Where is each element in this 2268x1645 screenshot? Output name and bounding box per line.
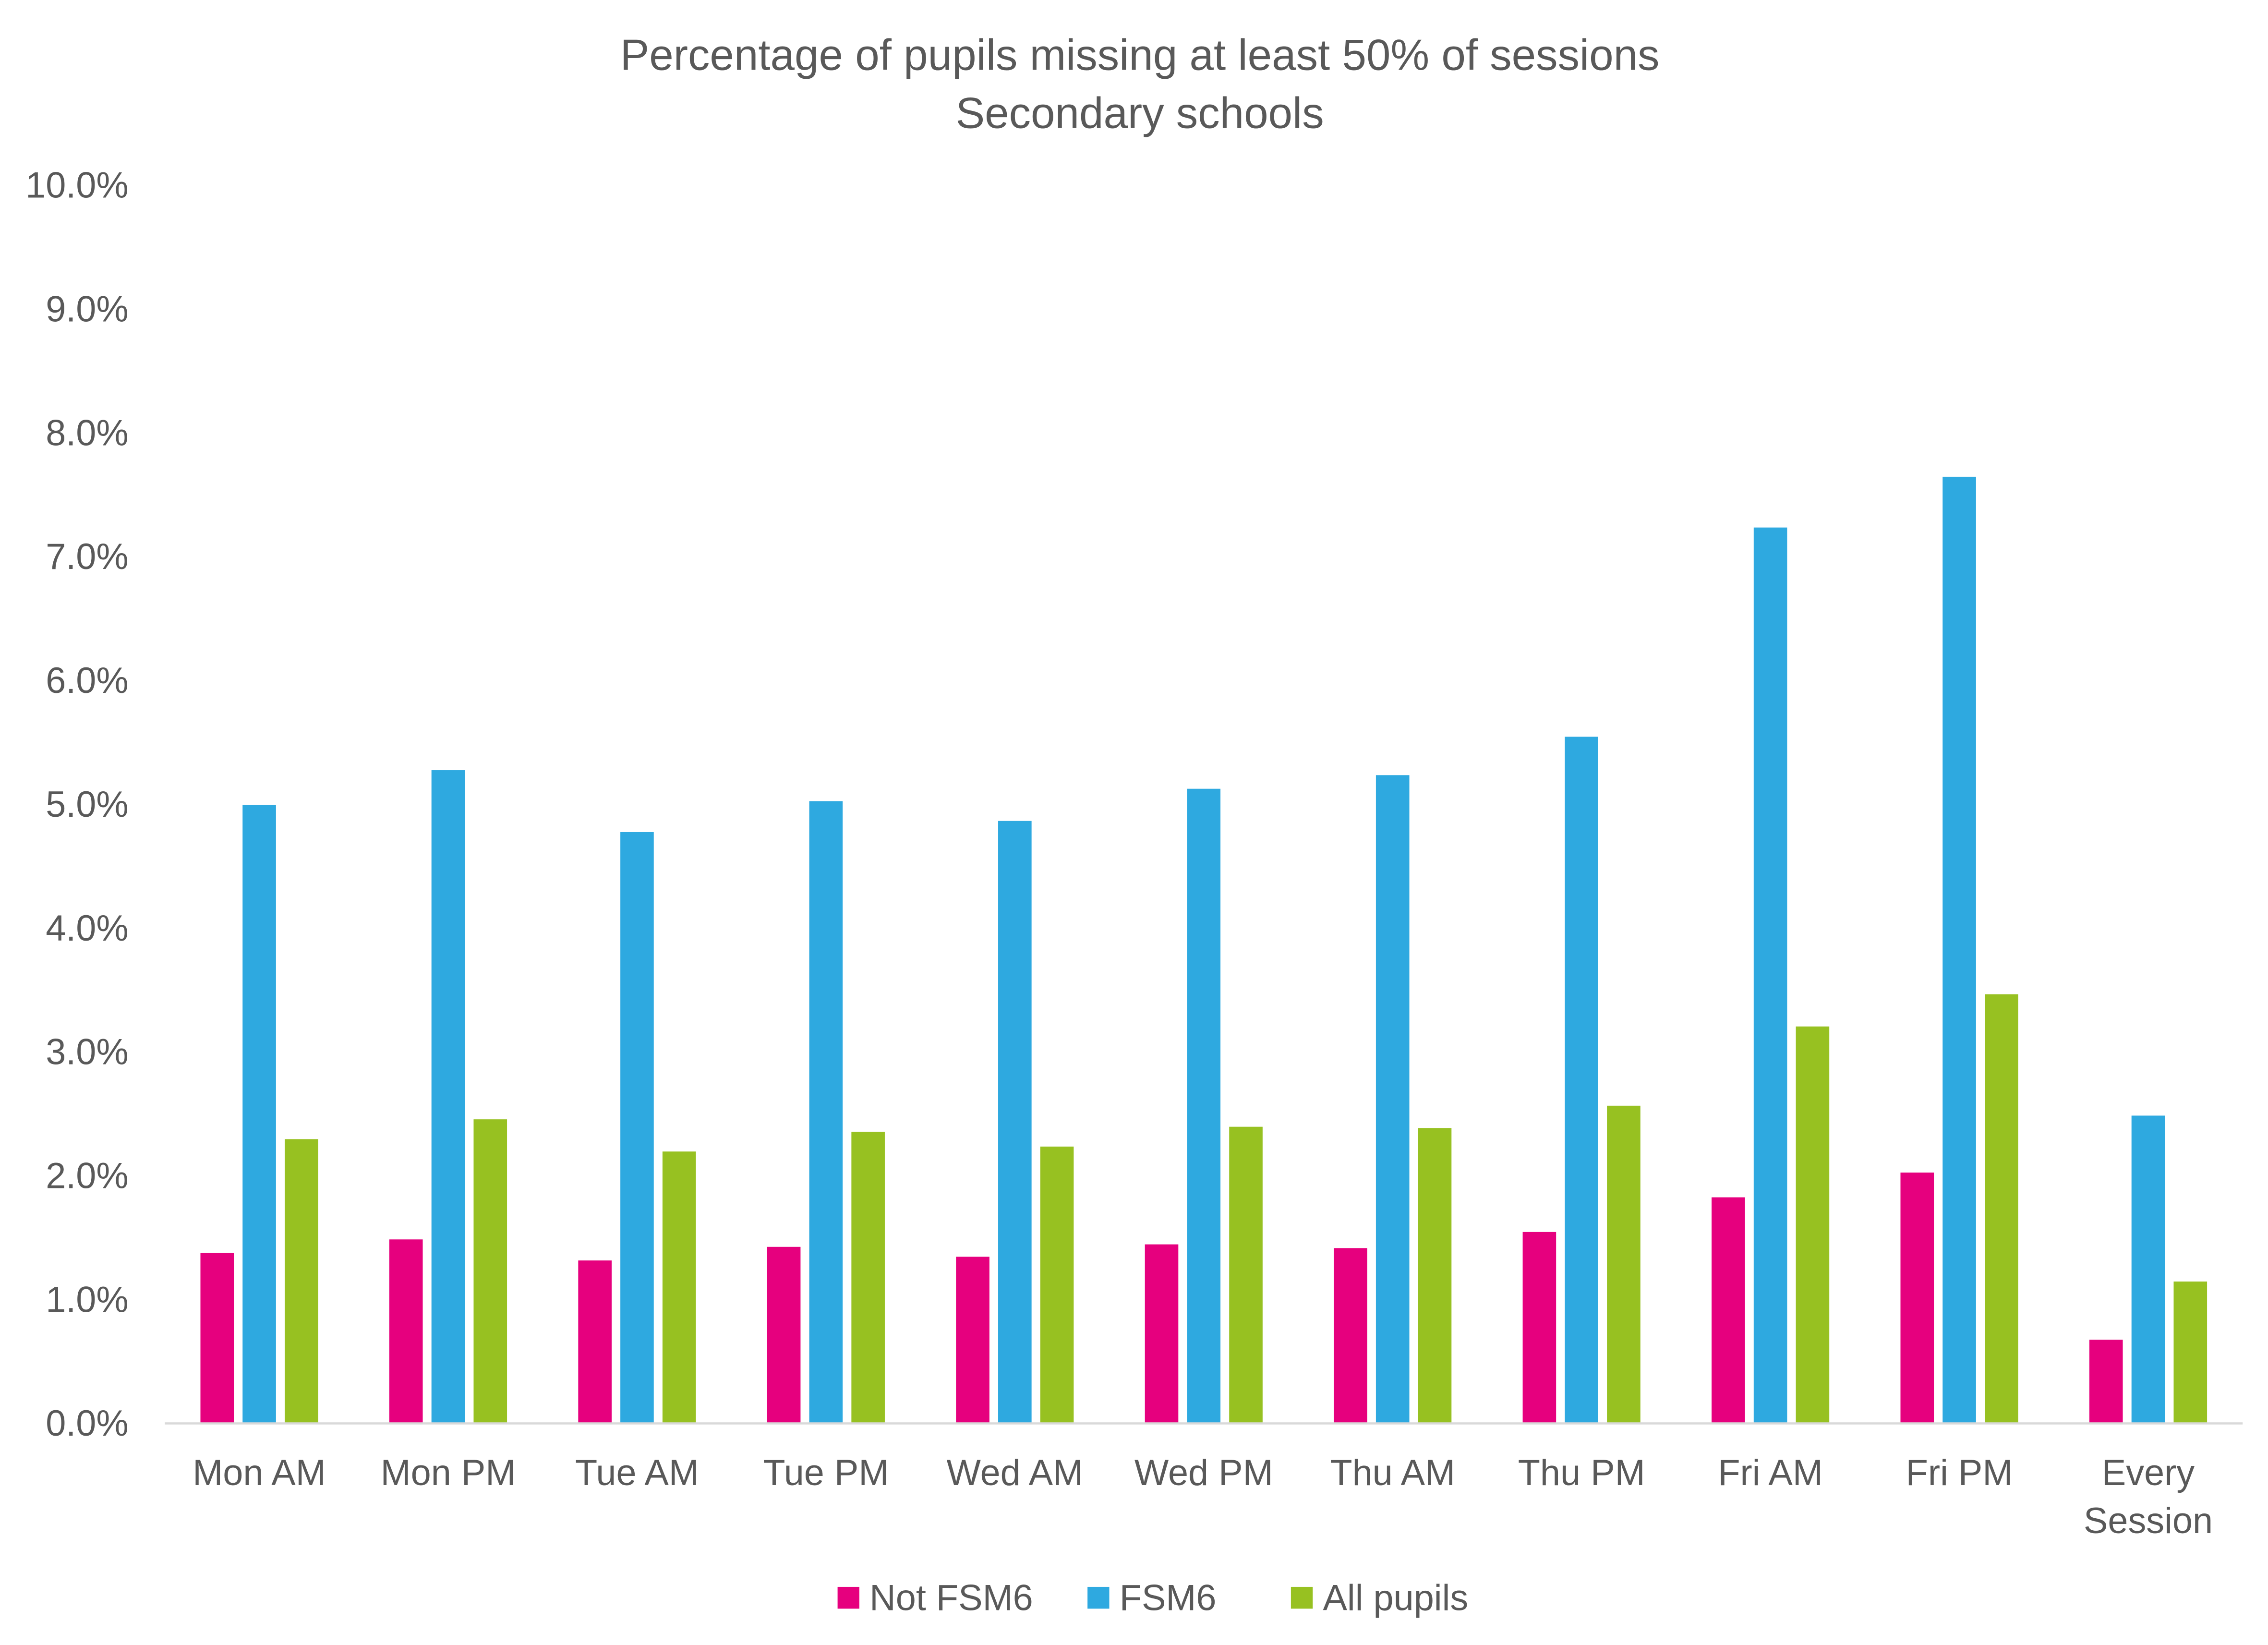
bar-fsm6 (809, 801, 843, 1423)
y-tick-label: 5.0% (46, 785, 128, 825)
bar-not-fsm6 (1522, 1232, 1556, 1423)
x-tick-label: Tue AM (575, 1453, 699, 1493)
bar-all-pupils (2173, 1281, 2208, 1423)
y-tick-label: 1.0% (46, 1280, 128, 1320)
y-tick-label: 4.0% (46, 908, 128, 949)
bar-not-fsm6 (200, 1253, 234, 1423)
y-tick-label: 8.0% (46, 413, 128, 453)
bar-fsm6 (431, 770, 465, 1423)
bar-all-pupils (662, 1151, 696, 1423)
bar-not-fsm6 (389, 1239, 423, 1423)
x-tick-label: Wed PM (1134, 1453, 1273, 1493)
y-tick-label: 6.0% (46, 661, 128, 701)
bar-all-pupils (1985, 994, 2018, 1423)
bar-all-pupils (285, 1139, 318, 1423)
x-tick-label: Wed AM (947, 1453, 1084, 1493)
bar-fsm6 (2131, 1115, 2165, 1423)
y-tick-label: 9.0% (46, 289, 128, 329)
y-tick-label: 3.0% (46, 1032, 128, 1073)
legend-label: Not FSM6 (869, 1578, 1033, 1618)
bar-not-fsm6 (767, 1246, 801, 1423)
legend-swatch (1291, 1586, 1313, 1609)
bar-fsm6 (620, 832, 654, 1423)
bar-fsm6 (1187, 788, 1221, 1423)
legend-swatch (837, 1586, 859, 1609)
y-tick-label: 0.0% (46, 1403, 128, 1444)
y-tick-label: 2.0% (46, 1156, 128, 1196)
bar-not-fsm6 (2089, 1340, 2123, 1423)
x-tick-label: Mon PM (381, 1453, 516, 1493)
bar-fsm6 (1375, 775, 1410, 1423)
x-tick-label: Tue PM (763, 1453, 889, 1493)
bar-fsm6 (1942, 476, 1976, 1423)
bar-fsm6 (998, 821, 1032, 1423)
bar-all-pupils (1796, 1026, 1830, 1423)
legend: Not FSM6 FSM6 All pupils (837, 1578, 1468, 1618)
chart-title: Percentage of pupils missing at least 50… (620, 31, 1660, 79)
bar-fsm6 (1753, 527, 1787, 1423)
bar-not-fsm6 (1145, 1244, 1179, 1423)
x-tick-label: Mon AM (193, 1453, 326, 1493)
x-tick-label: Fri AM (1718, 1453, 1823, 1493)
y-tick-label: 7.0% (46, 537, 128, 577)
bar-all-pupils (1418, 1128, 1452, 1423)
bar-fsm6 (1565, 737, 1598, 1423)
bar-all-pupils (1607, 1105, 1641, 1423)
y-tick-label: 10.0% (25, 166, 129, 206)
bar-not-fsm6 (956, 1257, 989, 1423)
bar-not-fsm6 (1900, 1173, 1934, 1423)
legend-swatch (1087, 1586, 1110, 1609)
bar-all-pupils (1040, 1146, 1074, 1423)
bar-not-fsm6 (1712, 1197, 1745, 1423)
legend-label: All pupils (1323, 1578, 1468, 1618)
chart-subtitle: Secondary schools (956, 89, 1324, 137)
x-tick-label: Thu AM (1330, 1453, 1455, 1493)
bar-all-pupils (473, 1119, 507, 1423)
x-tick-label: Every Session (2084, 1453, 2213, 1541)
x-tick-label: Thu PM (1518, 1453, 1645, 1493)
bar-all-pupils (851, 1131, 885, 1423)
bar-all-pupils (1229, 1126, 1263, 1423)
bar-fsm6 (242, 805, 276, 1423)
x-tick-label: Fri PM (1906, 1453, 2013, 1493)
legend-label: FSM6 (1120, 1578, 1217, 1618)
bar-not-fsm6 (578, 1260, 612, 1423)
bar-not-fsm6 (1334, 1248, 1367, 1423)
